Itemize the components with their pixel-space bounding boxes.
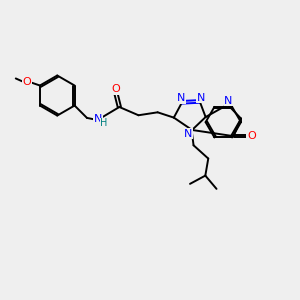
Text: N: N bbox=[177, 94, 185, 103]
Text: O: O bbox=[111, 84, 120, 94]
Text: H: H bbox=[100, 118, 108, 128]
Text: O: O bbox=[22, 77, 31, 87]
Text: N: N bbox=[196, 93, 205, 103]
Text: O: O bbox=[247, 131, 256, 141]
Text: N: N bbox=[224, 95, 232, 106]
Text: N: N bbox=[94, 114, 102, 124]
Text: N: N bbox=[184, 128, 192, 139]
